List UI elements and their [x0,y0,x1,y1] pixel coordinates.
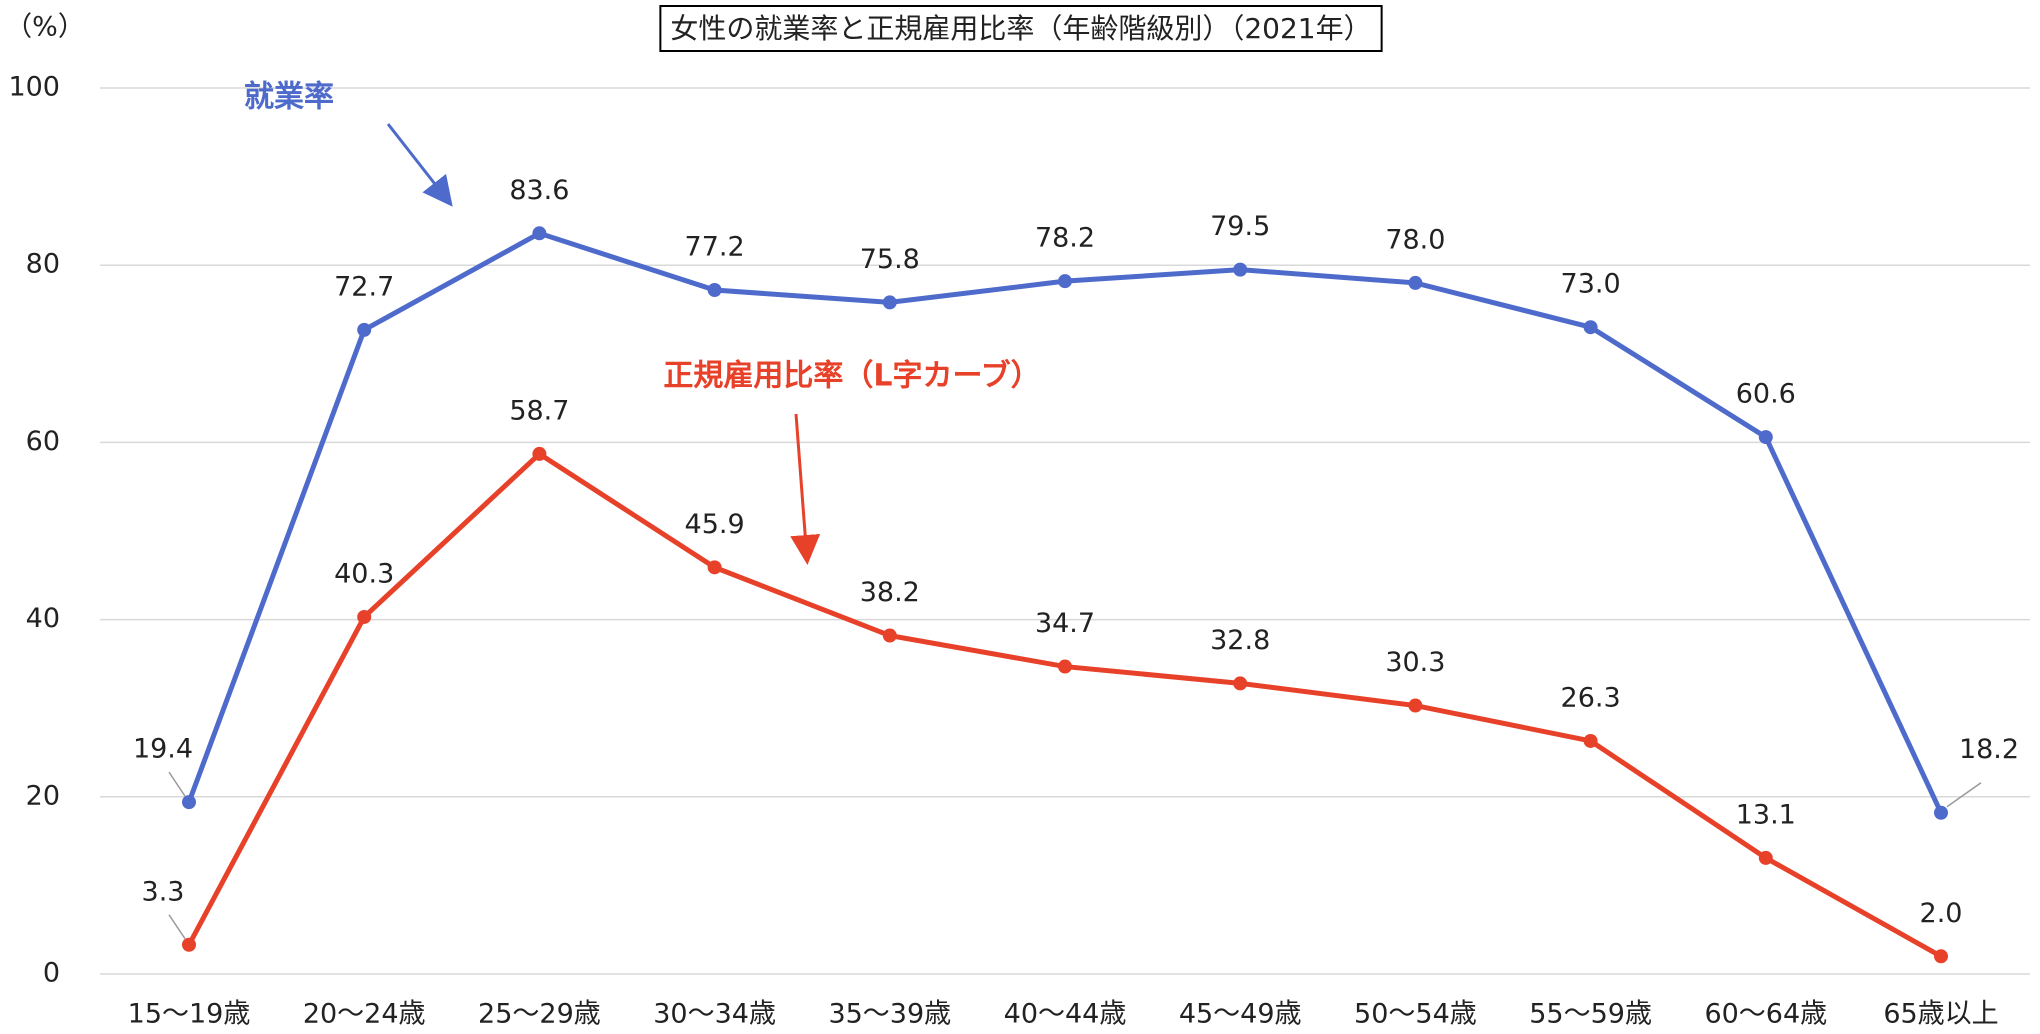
data-label: 38.2 [860,577,920,608]
leader-line [1946,782,1982,808]
data-label: 30.3 [1385,647,1445,678]
data-label: 32.8 [1210,625,1270,656]
y-tick-label: 40 [26,603,60,634]
x-tick-label: 50～54歳 [1354,999,1477,1030]
data-label: 13.1 [1736,799,1796,830]
series-annotation: 正規雇用比率（L字カーブ） [663,359,1040,394]
data-point [707,283,722,298]
data-point [707,560,722,575]
x-tick-label: 15～19歳 [128,999,251,1030]
x-tick-label: 65歳以上 [1883,999,1998,1030]
x-tick-label: 55～59歳 [1529,999,1652,1030]
data-point [1233,262,1248,277]
data-point [532,446,547,461]
data-point [1758,430,1773,445]
data-point [882,295,897,310]
x-tick-label: 45～49歳 [1179,999,1302,1030]
series-annotation: 就業率 [244,80,334,115]
data-point [1583,320,1598,335]
data-label: 77.2 [685,232,745,263]
data-label: 78.2 [1035,223,1095,254]
y-tick-label: 80 [26,249,60,280]
x-tick-label: 40～44歳 [1004,999,1127,1030]
data-label: 34.7 [1035,608,1095,639]
data-point [1408,698,1423,713]
data-label: 45.9 [685,509,745,540]
data-label: 19.4 [133,734,193,765]
data-label: 3.3 [142,876,185,907]
data-point [1934,949,1948,964]
data-label: 18.2 [1959,734,2019,765]
data-point [182,795,196,810]
data-label: 26.3 [1561,682,1621,713]
y-tick-label: 0 [43,958,60,989]
data-point [357,322,372,337]
x-tick-label: 25～29歳 [478,999,601,1030]
data-point [357,609,372,624]
leader-line [168,771,186,797]
data-label: 79.5 [1210,211,1270,242]
data-label: 58.7 [509,395,569,426]
data-label: 83.6 [509,175,569,206]
title-box [659,5,1383,52]
data-label: 78.0 [1385,224,1445,255]
data-point [1408,275,1423,290]
x-tick-label: 20～24歳 [303,999,426,1030]
data-point [882,628,897,643]
data-point [1233,676,1248,691]
data-label: 40.3 [334,558,394,589]
chart-title: 女性の就業率と正規雇用比率（年齢階級別）（2021年） [670,12,1371,45]
y-axis-label: （%） [5,12,85,43]
data-point [1058,659,1072,674]
leader-line [168,914,186,940]
data-label: 2.0 [1920,898,1963,929]
data-point [1058,274,1072,289]
data-point [532,226,547,241]
data-point [1583,733,1598,748]
y-tick-label: 100 [8,72,60,103]
lines [100,87,2030,975]
annotation-arrow [386,123,453,207]
data-point [1934,805,1948,820]
y-tick-label: 60 [26,426,60,457]
data-label: 60.6 [1736,379,1796,410]
x-tick-label: 35～39歳 [828,999,951,1030]
data-point [1758,850,1773,865]
annotation-arrow [790,413,821,565]
data-label: 75.8 [860,244,920,275]
data-label: 73.0 [1561,269,1621,300]
data-point [182,937,196,952]
x-tick-label: 30～34歳 [653,999,776,1030]
y-tick-label: 20 [26,780,60,811]
data-label: 72.7 [334,271,394,302]
x-tick-label: 60～64歳 [1704,999,1827,1030]
